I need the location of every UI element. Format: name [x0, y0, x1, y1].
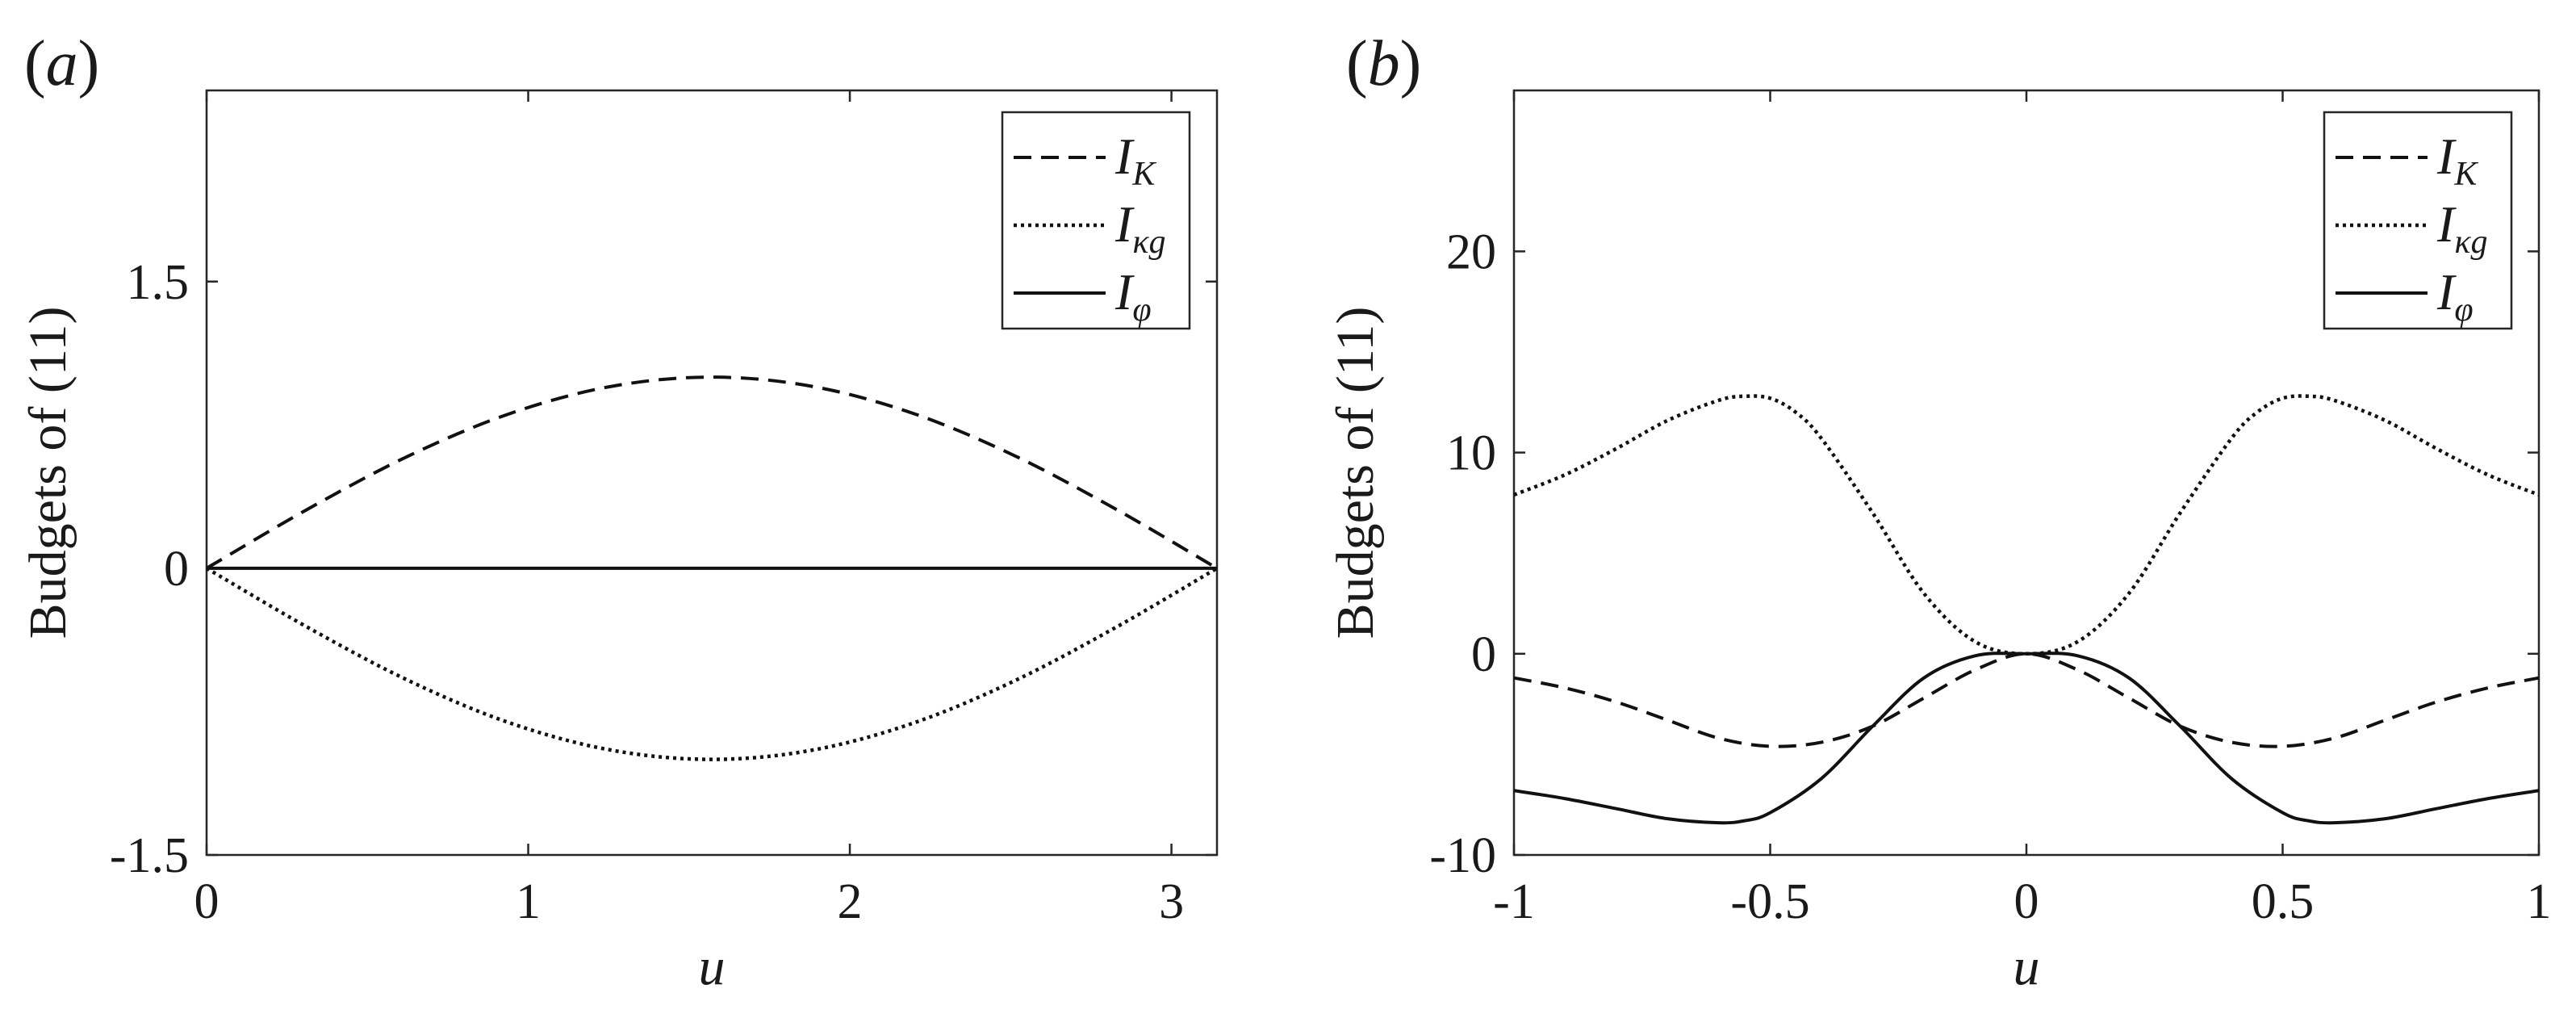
panel-b-series-dashed: [1513, 652, 2540, 748]
panel-b-xtick-label: -0.5: [1730, 874, 1809, 929]
panel-a-axes-box: [205, 89, 1219, 857]
panel-b-legend-label: IK: [2436, 128, 2478, 193]
panel-a-legend-box: [1001, 111, 1191, 330]
panel-a-xtick-label: 2: [838, 874, 863, 929]
panel-b-series-solid: [1513, 652, 2540, 825]
panel-b-ytick-label: 10: [1446, 426, 1496, 481]
panel-a-xtick-label: 3: [1159, 874, 1184, 929]
panel-b-series-dotted: [1513, 394, 2540, 656]
panel-a-ylabel: Budgets of (11): [19, 307, 77, 639]
panel-a-legend-label: Iκg: [1114, 195, 1165, 261]
panel-a-series-dashed: [205, 375, 1219, 570]
panel-b-xlabel: u: [2014, 937, 2040, 996]
panel-a-xlabel: u: [699, 937, 726, 996]
panel-b-xtick-label: 1: [2527, 874, 2552, 929]
panel-a-series-dotted: [205, 566, 1219, 761]
panel-a-legend-label: Iφ: [1114, 263, 1152, 329]
panel-b-xtick-label: -1: [1493, 874, 1535, 929]
panel-b-legend-box: [2323, 111, 2513, 330]
panel-a-ytick-label: 0: [164, 542, 189, 597]
panel-b-legend-label: Iφ: [2436, 263, 2474, 329]
panel-a-xtick-label: 0: [194, 874, 220, 929]
panel-a-ytick-label: 1.5: [127, 255, 190, 310]
panel-a-legend-label: IK: [1114, 128, 1156, 193]
panel-b-plot-area: -1 -0.5 0 0.5 1 -10 0 10 20: [1429, 89, 2552, 929]
panel-b-legend-label: Iκg: [2436, 195, 2487, 261]
panel-a-tag: (a): [24, 28, 99, 99]
panel-b-tag: (b): [1346, 28, 1421, 99]
panel-b-ylabel: Budgets of (11): [1326, 307, 1385, 639]
panel-b-xtick-label: 0.5: [2252, 874, 2315, 929]
panel-b-ytick-label: 20: [1446, 224, 1496, 279]
panel-a-xtick-label: 1: [516, 874, 541, 929]
panel-a-plot-area: 0 1 2 3-1.501.5: [110, 89, 1219, 929]
panel-b-ytick-label: -10: [1429, 828, 1496, 883]
panel-b-xtick-label: 0: [2014, 874, 2039, 929]
panel-b-ytick-label: 0: [1471, 627, 1496, 682]
panel-a-ytick-label: -1.5: [110, 828, 189, 883]
